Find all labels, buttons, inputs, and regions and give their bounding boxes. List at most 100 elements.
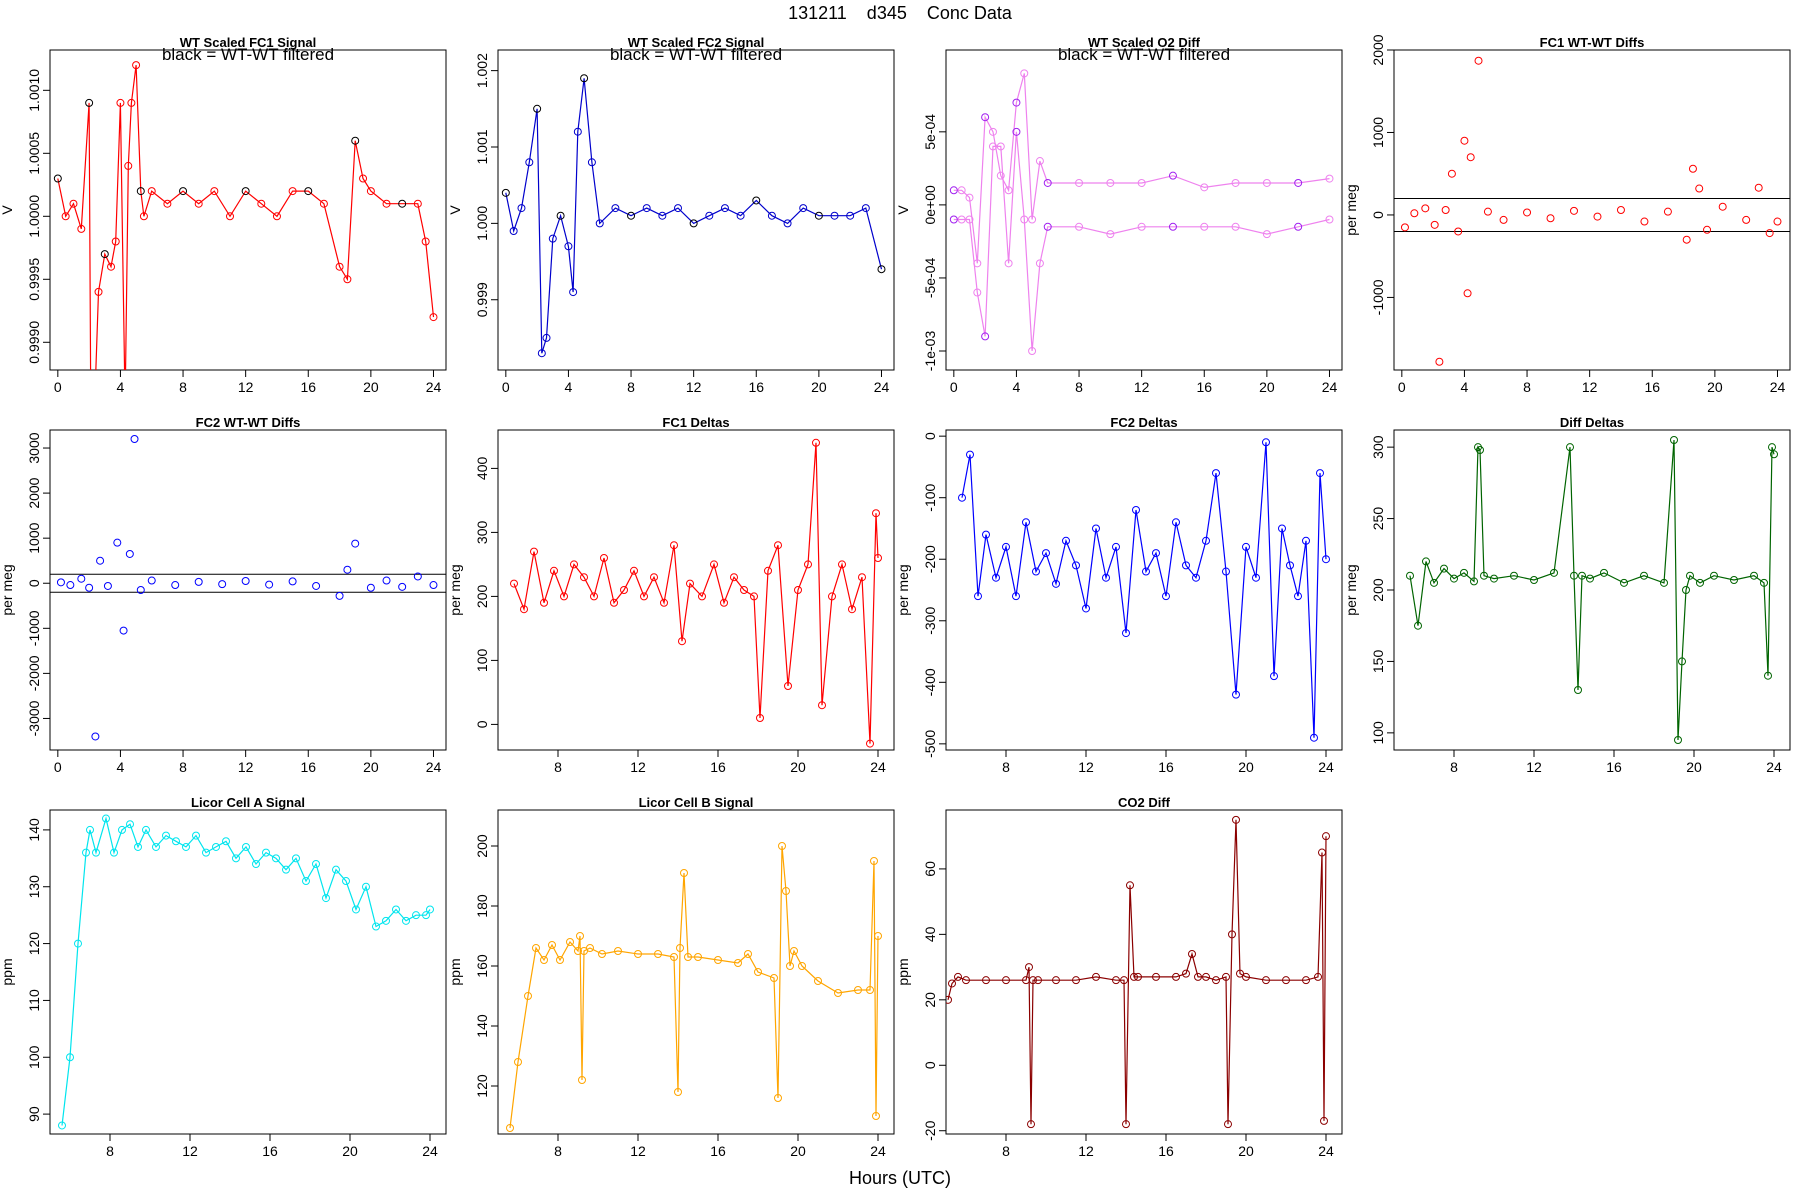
data-point	[1414, 621, 1422, 630]
data-point	[1134, 972, 1142, 981]
data-point	[312, 860, 320, 868]
plot-area	[506, 842, 882, 1132]
data-point	[580, 573, 588, 582]
series-line	[1409, 439, 1775, 741]
plot-area	[50, 435, 446, 741]
data-point	[1586, 574, 1594, 583]
y-axis-label: V	[0, 205, 15, 215]
data-point	[232, 854, 240, 863]
data-point	[182, 842, 190, 851]
data-point	[1162, 592, 1170, 601]
data-point	[812, 438, 820, 447]
x-tick-label: 16	[710, 759, 726, 775]
data-point	[1043, 222, 1052, 231]
data-point	[861, 204, 870, 213]
data-point	[343, 275, 352, 284]
data-point	[1314, 972, 1322, 981]
data-point	[1703, 225, 1712, 234]
data-point	[1236, 969, 1244, 978]
data-point	[1600, 568, 1608, 577]
data-point	[192, 831, 200, 840]
data-point	[834, 989, 842, 997]
x-tick-label: 8	[627, 379, 635, 395]
data-point	[242, 842, 250, 851]
data-point	[564, 242, 573, 251]
x-tick-label: 24	[422, 1143, 438, 1159]
y-tick-label: 1000	[26, 522, 42, 553]
y-axis-label: per meg	[1343, 564, 1359, 615]
data-point	[1718, 202, 1727, 211]
data-point	[846, 211, 855, 220]
chart-title: Diff Deltas	[1560, 415, 1624, 430]
data-point	[678, 637, 686, 646]
data-point	[1447, 169, 1456, 178]
data-point	[1137, 222, 1146, 231]
data-point	[1422, 557, 1430, 566]
x-tick-label: 20	[342, 1143, 358, 1159]
data-point	[674, 1088, 682, 1096]
x-tick-label: 24	[1770, 379, 1786, 395]
x-tick-label: 8	[1002, 1143, 1010, 1159]
data-point	[1002, 976, 1010, 985]
y-tick-label: 1.002	[474, 53, 490, 88]
data-point	[1325, 174, 1334, 183]
chart-title: WT Scaled FC1 Signal	[180, 35, 317, 50]
data-point	[996, 142, 1005, 151]
data-point	[1620, 578, 1628, 587]
y-tick-label: 140	[26, 818, 42, 842]
y-tick-label: 0e+00	[922, 185, 938, 225]
data-point	[1072, 976, 1080, 985]
chart-title: Licor Cell B Signal	[639, 795, 754, 810]
data-point	[1294, 222, 1303, 231]
data-point	[292, 854, 300, 863]
x-tick-label: 20	[1259, 379, 1275, 395]
data-point	[996, 171, 1005, 180]
data-point	[103, 581, 112, 590]
data-point	[756, 714, 764, 722]
data-point	[218, 580, 227, 589]
data-point	[550, 566, 558, 575]
data-point	[1042, 549, 1050, 558]
data-point	[257, 199, 266, 208]
data-point	[1710, 571, 1718, 580]
data-point	[828, 592, 836, 601]
data-point	[118, 825, 126, 834]
data-point	[1082, 604, 1090, 613]
data-point	[874, 554, 882, 562]
data-point	[1035, 157, 1044, 166]
data-point	[288, 577, 297, 586]
data-point	[981, 113, 990, 122]
data-point	[122, 402, 129, 409]
data-point	[754, 968, 762, 976]
plot-frame	[945, 49, 1343, 371]
data-point	[1126, 881, 1134, 890]
x-tick-label: 8	[554, 759, 562, 775]
x-tick-label: 16	[1644, 379, 1660, 395]
y-tick-label: 20	[922, 992, 938, 1008]
data-point	[689, 219, 698, 228]
data-point	[1112, 542, 1120, 551]
data-point	[351, 539, 360, 548]
data-point	[335, 591, 344, 600]
y-tick-label: -1000	[26, 610, 42, 646]
chart-panel-6: FC1 Deltas 8 12 16 20 24 0 100 200 300 400 per meg	[447, 415, 895, 775]
x-tick-label: 16	[1606, 759, 1622, 775]
data-point	[130, 435, 139, 444]
data-point	[710, 560, 718, 569]
data-point	[126, 820, 134, 829]
data-point	[241, 576, 250, 585]
data-point	[870, 857, 878, 865]
data-point	[1130, 972, 1138, 981]
data-point	[1480, 571, 1488, 580]
x-tick-label: 12	[1078, 759, 1094, 775]
data-point	[1192, 573, 1200, 582]
data-point	[684, 953, 692, 961]
data-point	[1686, 571, 1694, 580]
data-point	[730, 573, 738, 582]
data-point	[1232, 815, 1240, 824]
x-tick-label: 12	[630, 1143, 646, 1159]
data-point	[1106, 230, 1115, 239]
plot-area	[510, 438, 882, 748]
data-point	[1028, 347, 1037, 356]
